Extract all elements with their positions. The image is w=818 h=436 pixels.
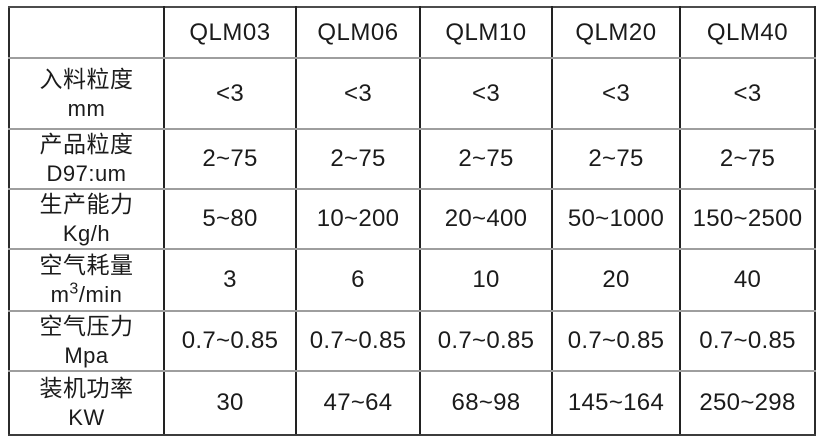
table-row-air-consumption: 空气耗量 m3/min 3 6 10 20 40 [8,248,816,312]
row-header-air-consumption: 空气耗量 m3/min [8,248,165,312]
spec-cell: 2~75 [419,128,553,190]
row-label-unit: Kg/h [62,221,111,246]
row-label-text: 生产能力 [39,191,134,217]
column-header-qlm20: QLM20 [551,6,681,59]
spec-cell: 0.7~0.85 [551,310,681,372]
spec-cell: 0.7~0.85 [679,310,816,372]
spec-cell: <3 [679,57,816,130]
spec-cell: <3 [295,57,421,130]
spec-cell: 6 [295,248,421,312]
row-header-capacity: 生产能力 Kg/h [8,188,165,250]
row-header-feed-size: 入料粒度 mm [8,57,165,130]
spec-cell: 47~64 [295,370,421,436]
spec-cell: 20~400 [419,188,553,250]
spec-table-container: QLM03 QLM06 QLM10 QLM20 QLM40 入料粒度 mm <3… [8,6,816,436]
spec-cell: 40 [679,248,816,312]
spec-cell: 2~75 [163,128,297,190]
row-label-unit: mm [67,95,106,121]
row-label-text: 产品粒度 [39,131,134,157]
spec-cell: <3 [163,57,297,130]
spec-cell: 68~98 [419,370,553,436]
spec-cell: 5~80 [163,188,297,250]
spec-cell: 50~1000 [551,188,681,250]
column-header-qlm06: QLM06 [295,6,421,59]
spec-cell: 2~75 [679,128,816,190]
row-header-air-pressure: 空气压力 Mpa [8,310,165,372]
spec-cell: 150~2500 [679,188,816,250]
spec-cell: 2~75 [295,128,421,190]
spec-cell: 0.7~0.85 [295,310,421,372]
row-label-unit: KW [68,405,105,430]
column-header-qlm03: QLM03 [163,6,297,59]
spec-cell: 145~164 [551,370,681,436]
spec-cell: <3 [551,57,681,130]
spec-cell: 250~298 [679,370,816,436]
row-label-text: 空气压力 [39,313,134,339]
row-label-text: 空气耗量 [39,252,134,278]
spec-cell: 10 [419,248,553,312]
column-header-qlm40: QLM40 [679,6,816,59]
table-row-capacity: 生产能力 Kg/h 5~80 10~200 20~400 50~1000 150… [8,188,816,250]
spec-cell: 2~75 [551,128,681,190]
row-label-text: 入料粒度 [39,65,134,92]
row-header-product-size: 产品粒度 D97:um [8,128,165,190]
corner-cell [8,6,165,59]
row-header-installed-power: 装机功率 KW [8,370,165,436]
row-label-unit: D97:um [46,161,127,186]
table-row-air-pressure: 空气压力 Mpa 0.7~0.85 0.7~0.85 0.7~0.85 0.7~… [8,310,816,372]
spec-cell: 10~200 [295,188,421,250]
superscript-3: 3 [69,280,79,298]
product-spec-table: QLM03 QLM06 QLM10 QLM20 QLM40 入料粒度 mm <3… [8,6,816,436]
spec-cell: 30 [163,370,297,436]
row-label-text: 装机功率 [39,375,134,401]
table-row-installed-power: 装机功率 KW 30 47~64 68~98 145~164 250~298 [8,370,816,436]
table-row-product-size: 产品粒度 D97:um 2~75 2~75 2~75 2~75 2~75 [8,128,816,190]
spec-cell: 3 [163,248,297,312]
spec-cell: <3 [419,57,553,130]
header-row: QLM03 QLM06 QLM10 QLM20 QLM40 [8,6,816,59]
spec-cell: 0.7~0.85 [419,310,553,372]
column-header-qlm10: QLM10 [419,6,553,59]
spec-cell: 0.7~0.85 [163,310,297,372]
row-label-unit: Mpa [64,343,109,368]
spec-cell: 20 [551,248,681,312]
row-label-unit: m3/min [50,280,123,307]
table-row-feed-size: 入料粒度 mm <3 <3 <3 <3 <3 [8,57,816,130]
